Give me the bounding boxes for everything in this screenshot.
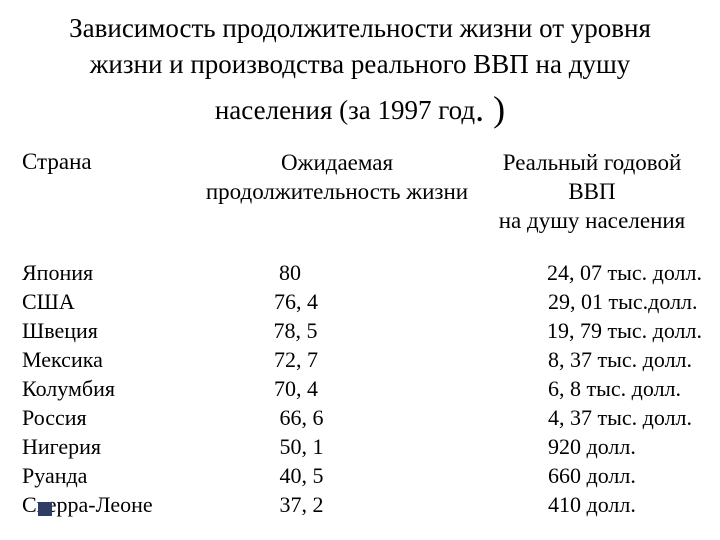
table-row: США76, 429, 01 тыс.долл.	[22, 287, 702, 316]
title-line3a: населения (за 1997 год	[215, 95, 475, 125]
title-line2: жизни и производства реального ВВП на ду…	[90, 49, 631, 79]
table-row: Сьерра-Леоне 37, 2 410 долл.	[22, 490, 702, 519]
cell-country: Швеция	[22, 316, 192, 345]
title-line1: Зависимость продолжительности жизни от у…	[69, 13, 651, 43]
cell-gdp: 8, 37 тыс. долл.	[482, 345, 702, 374]
cell-country: Колумбия	[22, 374, 192, 403]
table-row: Россия 66, 6 4, 37 тыс. долл.	[22, 403, 702, 432]
cell-gdp: 410 долл.	[482, 490, 702, 519]
table-row: Колумбия70, 46, 8 тыс. долл.	[22, 374, 702, 403]
cell-country: Мексика	[22, 345, 192, 374]
cell-country: США	[22, 287, 192, 316]
table-header: Страна Ожидаемая продолжительность жизни…	[0, 149, 720, 235]
bullet-icon	[38, 502, 52, 516]
cell-life: 80	[192, 258, 481, 287]
header-life-l2: продолжительность жизни	[206, 179, 468, 204]
cell-gdp: 24, 07 тыс. долл.	[481, 258, 702, 287]
slide-title: Зависимость продолжительности жизни от у…	[0, 0, 720, 131]
cell-gdp: 19, 79 тыс. долл.	[481, 316, 702, 345]
cell-country: Руанда	[22, 461, 192, 490]
cell-life: 76, 4	[192, 287, 482, 316]
cell-gdp: 4, 37 тыс. долл.	[482, 403, 702, 432]
cell-country: Нигерия	[22, 432, 192, 461]
cell-gdp: 660 долл.	[482, 461, 702, 490]
table-row: Мексика72, 78, 37 тыс. долл.	[22, 345, 702, 374]
cell-life: 37, 2	[192, 490, 482, 519]
cell-gdp: 920 долл.	[482, 432, 702, 461]
cell-gdp: 6, 8 тыс. долл.	[482, 374, 702, 403]
header-life-l1: Ожидаемая	[281, 150, 393, 175]
cell-gdp: 29, 01 тыс.долл.	[482, 287, 702, 316]
table-row: Япония 8024, 07 тыс. долл.	[22, 258, 702, 287]
table-row: Нигерия 50, 1920 долл.	[22, 432, 702, 461]
cell-country: Россия	[22, 403, 192, 432]
cell-life: 40, 5	[192, 461, 482, 490]
header-gdp-l1: Реальный годовой ВВП	[503, 150, 682, 204]
cell-life: 70, 4	[192, 374, 482, 403]
header-life-expectancy: Ожидаемая продолжительность жизни	[192, 149, 482, 235]
cell-country: Япония	[22, 258, 192, 287]
title-line3b: . )	[475, 89, 505, 129]
header-gdp-l2: на душу населения	[499, 208, 686, 233]
header-country: Страна	[22, 149, 192, 235]
cell-life: 66, 6	[192, 403, 482, 432]
cell-life: 72, 7	[192, 345, 482, 374]
cell-life: 50, 1	[192, 432, 482, 461]
table-row: Швеция78, 519, 79 тыс. долл.	[22, 316, 702, 345]
cell-life: 78, 5	[192, 316, 481, 345]
header-gdp: Реальный годовой ВВП на душу населения	[482, 149, 702, 235]
table-row: Руанда 40, 5 660 долл.	[22, 461, 702, 490]
table-body: Япония 8024, 07 тыс. долл.США76, 429, 01…	[0, 258, 720, 519]
